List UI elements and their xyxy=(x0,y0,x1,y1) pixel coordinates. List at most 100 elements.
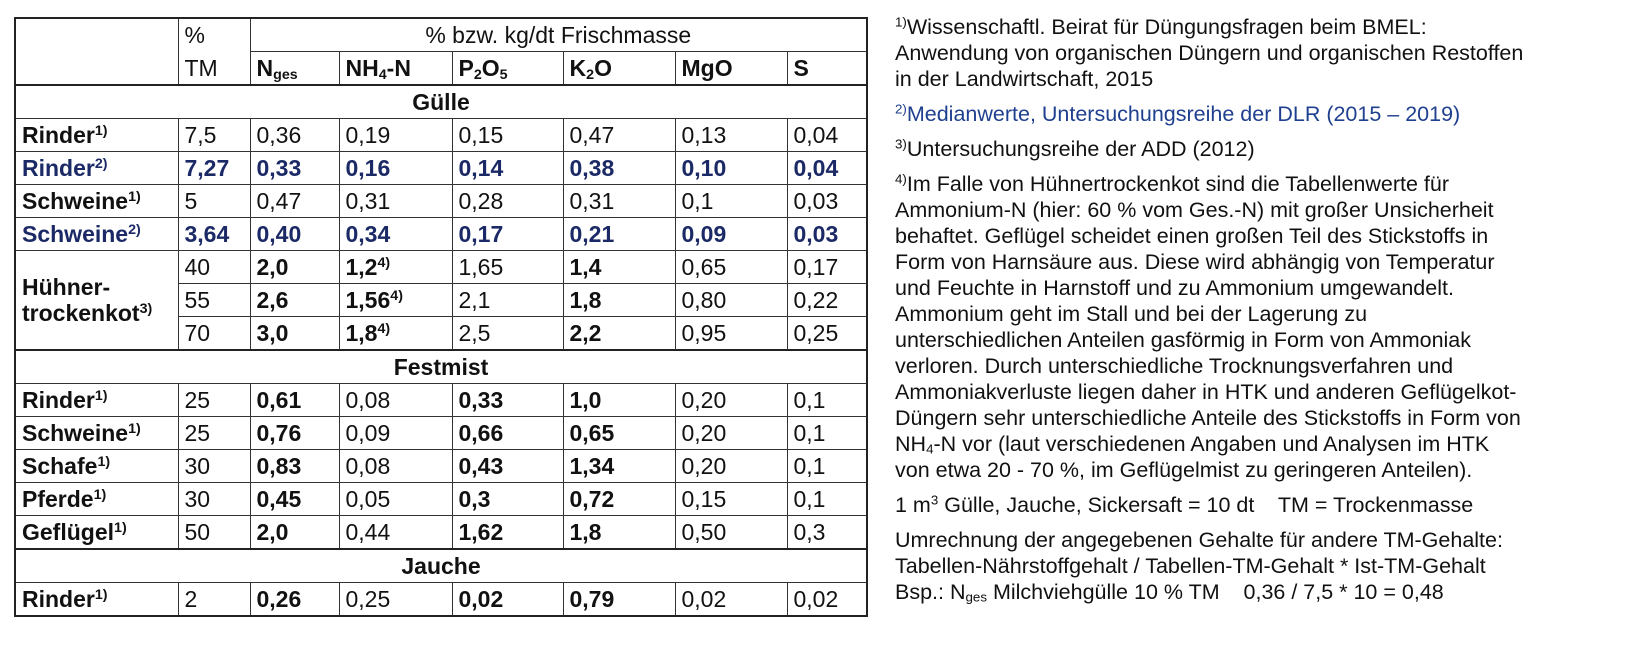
data-row: 55 2,6 1,564) 2,1 1,8 0,80 0,22 xyxy=(15,283,868,317)
cell-value: 0,34 xyxy=(345,221,391,247)
cell-value: 0,20 xyxy=(681,420,727,446)
note-text: Im Falle von Hühnertrockenkot sind die T… xyxy=(906,172,1450,196)
cell: 0,40 xyxy=(249,217,340,251)
cell-value: 1,62 xyxy=(458,519,504,545)
header-group: % bzw. kg/dt Frischmasse xyxy=(249,18,868,52)
label-text: Hühner- xyxy=(22,274,111,300)
data-row: Schweine2) 3,64 0,40 0,34 0,17 0,21 0,09 0,03 xyxy=(14,217,868,251)
header-cell: S xyxy=(786,51,868,85)
cell-value: 0,16 xyxy=(345,155,391,181)
text-part: O xyxy=(594,55,612,81)
cell: 0,66 xyxy=(451,416,564,450)
cell: 0,45 xyxy=(249,482,340,516)
cell-value: 0,21 xyxy=(569,221,615,247)
cell: 0,1 xyxy=(674,184,788,218)
note-line: verloren. Durch unterschiedliche Trocknu… xyxy=(895,353,1523,379)
cell-value: 1,2 xyxy=(345,254,378,280)
text-part: Bsp.: N xyxy=(895,580,966,604)
cell-value: 0,47 xyxy=(569,122,615,148)
note-text: Ammonium-N (hier: 60 % vom Ges.-N) mit g… xyxy=(895,198,1494,222)
cell: 1,0 xyxy=(562,383,676,417)
note-text: verloren. Durch unterschiedliche Trocknu… xyxy=(895,354,1454,378)
note-line: und Feuchte in Harnstoff und zu Ammonium… xyxy=(895,275,1523,301)
text-part: K xyxy=(569,55,587,81)
note-text: Ammonium geht im Stall und bei der Lager… xyxy=(895,302,1368,326)
label-text: Geflügel xyxy=(22,519,115,545)
cell-value: 0,05 xyxy=(345,486,391,512)
cell: 0,03 xyxy=(786,184,868,218)
note-text: Düngern sehr unterschiedliche Anteile de… xyxy=(895,406,1521,430)
cell: 0,72 xyxy=(562,482,676,516)
cell-value: 0,09 xyxy=(681,221,727,247)
cell-value: 0,08 xyxy=(345,453,391,479)
cell-value: 1,0 xyxy=(569,387,602,413)
cell: 0,22 xyxy=(786,283,868,317)
note-text: Umrechnung der angegebenen Gehalte für a… xyxy=(895,528,1503,552)
cell-value: 0,22 xyxy=(793,287,839,313)
cell-value: 0,13 xyxy=(681,122,727,148)
cell-value: 0,95 xyxy=(681,320,727,346)
cell-value: 0,33 xyxy=(256,155,302,181)
text-part: 4 xyxy=(378,66,387,83)
cell: 1,24) xyxy=(338,250,453,284)
label-text: Rinder xyxy=(22,155,95,181)
label-text: Rinder xyxy=(22,387,95,413)
cell: 1,4 xyxy=(562,250,676,284)
footnote-ref: 1) xyxy=(94,388,108,405)
footnote-ref: 4) xyxy=(377,255,391,272)
cell: 0,50 xyxy=(674,515,788,549)
row-label: Hühner-trockenkot3) xyxy=(14,250,179,350)
note-text: in der Landwirtschaft, 2015 xyxy=(895,67,1154,91)
header-row: %% bzw. kg/dt Frischmasse xyxy=(14,18,868,85)
text-part: 2 xyxy=(473,66,482,83)
cell: 0,28 xyxy=(451,184,564,218)
data-row: Schweine1) 5 0,47 0,31 0,28 0,31 0,1 0,03 xyxy=(14,184,868,218)
note-text: Ammoniakverluste liegen daher in HTK und… xyxy=(895,380,1517,404)
text-part: NH xyxy=(895,432,927,456)
section-title: Jauche xyxy=(14,548,868,583)
cell: 0,14 xyxy=(451,151,564,185)
cell-value: 0,43 xyxy=(458,453,504,479)
cell-value: 7,5 xyxy=(184,122,217,148)
section-row: Gülle xyxy=(14,84,868,119)
text-part: Milchviehgülle 10 % TM 0,36 / 7,5 * 10 =… xyxy=(987,580,1444,604)
row-label: Pferde1) xyxy=(14,482,179,516)
cell: 0,02 xyxy=(451,582,564,616)
cell-value: 0,44 xyxy=(345,519,391,545)
data-row: Pferde1) 30 0,45 0,05 0,3 0,72 0,15 0,1 xyxy=(14,482,868,516)
cell: 0,13 xyxy=(674,118,788,152)
cell: 0,36 xyxy=(249,118,340,152)
text-part: ges xyxy=(273,66,298,83)
cell: 0,02 xyxy=(786,582,868,616)
cell-value: 7,27 xyxy=(184,155,230,181)
cell: 0,79 xyxy=(562,582,676,616)
cell: 0,08 xyxy=(338,383,453,417)
cell: 25 xyxy=(177,383,251,417)
cell: 3,0 xyxy=(249,316,340,350)
header-cell: TM xyxy=(177,51,251,85)
footnote-ref: 1) xyxy=(114,520,127,537)
header-cell: % xyxy=(177,18,251,52)
label-text: Pferde xyxy=(22,486,94,512)
cell-value: 0,83 xyxy=(256,453,302,479)
cell: 40 xyxy=(177,250,251,284)
cell-value: 2,1 xyxy=(458,287,491,313)
footnote-ref: 1) xyxy=(94,587,108,604)
cell-value: 0,31 xyxy=(345,188,391,214)
cell: 0,47 xyxy=(249,184,340,218)
cell-value: 0,45 xyxy=(256,486,302,512)
footnote-ref: 1) xyxy=(94,123,108,140)
cell-value: 1,8 xyxy=(569,287,602,313)
cell-value: 0,04 xyxy=(793,155,839,181)
note-line: 2)Medianwerte, Untersuchungsreihe der DL… xyxy=(895,101,1523,127)
cell: 0,3 xyxy=(451,482,564,516)
footnote-ref: 1) xyxy=(93,487,107,504)
note: 4)Im Falle von Hühnertrockenkot sind die… xyxy=(895,171,1523,483)
table-body: %% bzw. kg/dt Frischmasse TM Nges NH4-N P2O5… xyxy=(14,18,868,616)
cell: 0,20 xyxy=(674,383,788,417)
cell: 0,17 xyxy=(451,217,564,251)
cell: 0,03 xyxy=(786,217,868,251)
cell-value: 1,8 xyxy=(569,519,602,545)
cell-value: 2,5 xyxy=(458,320,491,346)
